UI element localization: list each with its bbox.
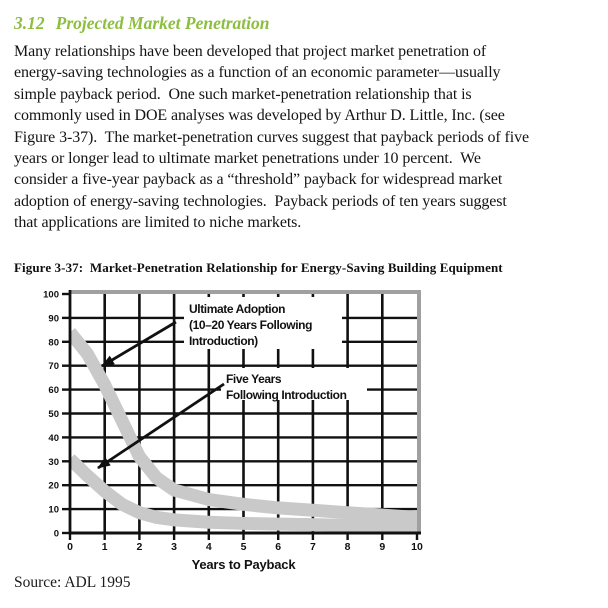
svg-text:70: 70 — [48, 361, 59, 372]
body-line: years or longer lead to ultimate market … — [14, 150, 481, 168]
svg-text:(10–20 Years Following: (10–20 Years Following — [189, 318, 312, 332]
svg-text:Years to Payback: Years to Payback — [192, 557, 297, 572]
figure-caption: Figure 3-37: Market-Penetration Relation… — [14, 260, 503, 275]
svg-text:Ultimate Adoption: Ultimate Adoption — [189, 302, 285, 316]
svg-text:6: 6 — [275, 541, 281, 553]
svg-text:80: 80 — [48, 337, 59, 348]
svg-text:8: 8 — [345, 541, 351, 553]
section-title: Projected Market Penetration — [55, 13, 270, 33]
body-line: commonly used in DOE analyses was develo… — [14, 107, 505, 125]
svg-text:2: 2 — [136, 541, 142, 553]
svg-text:3: 3 — [171, 541, 177, 553]
svg-text:90: 90 — [48, 313, 59, 324]
svg-text:40: 40 — [48, 433, 59, 444]
svg-text:9: 9 — [379, 541, 385, 553]
svg-text:50: 50 — [48, 409, 59, 420]
section-heading: 3.12 Projected Market Penetration — [14, 13, 270, 34]
body-line: consider a five-year payback as a “thres… — [14, 171, 503, 189]
svg-text:Five Years: Five Years — [226, 372, 282, 386]
svg-text:4: 4 — [206, 541, 212, 553]
section-number: 3.12 — [14, 13, 45, 33]
svg-text:10: 10 — [411, 541, 423, 553]
svg-text:Introduction): Introduction) — [189, 334, 258, 348]
body-line: Figure 3-37). The market-penetration cur… — [14, 128, 529, 146]
svg-text:1: 1 — [102, 541, 108, 553]
body-line: that applications are limited to niche m… — [14, 214, 302, 232]
svg-text:10: 10 — [48, 505, 59, 516]
body-line: adoption of energy-saving technologies. … — [14, 192, 507, 210]
svg-text:30: 30 — [48, 457, 59, 468]
figure-3-37: Ultimate Adoption (10–20 Years Following I… — [34, 282, 464, 582]
svg-text:7: 7 — [310, 541, 316, 553]
svg-text:5: 5 — [241, 541, 247, 553]
svg-text:20: 20 — [48, 481, 59, 492]
body-line: simple payback period. One such market-p… — [14, 85, 472, 103]
svg-text:100: 100 — [43, 290, 59, 301]
svg-text:60: 60 — [48, 385, 59, 396]
svg-text:0: 0 — [54, 529, 59, 540]
svg-text:Following Introduction: Following Introduction — [226, 388, 347, 402]
body-line: Many relationships have been developed t… — [14, 43, 487, 60]
body-paragraph: Many relationships have been developed t… — [14, 41, 600, 234]
market-penetration-chart: Ultimate Adoption (10–20 Years Following I… — [43, 290, 423, 573]
source-note: Source: ADL 1995 — [14, 574, 131, 591]
body-line: energy-saving technologies as a function… — [14, 64, 501, 82]
svg-text:0: 0 — [67, 541, 73, 553]
